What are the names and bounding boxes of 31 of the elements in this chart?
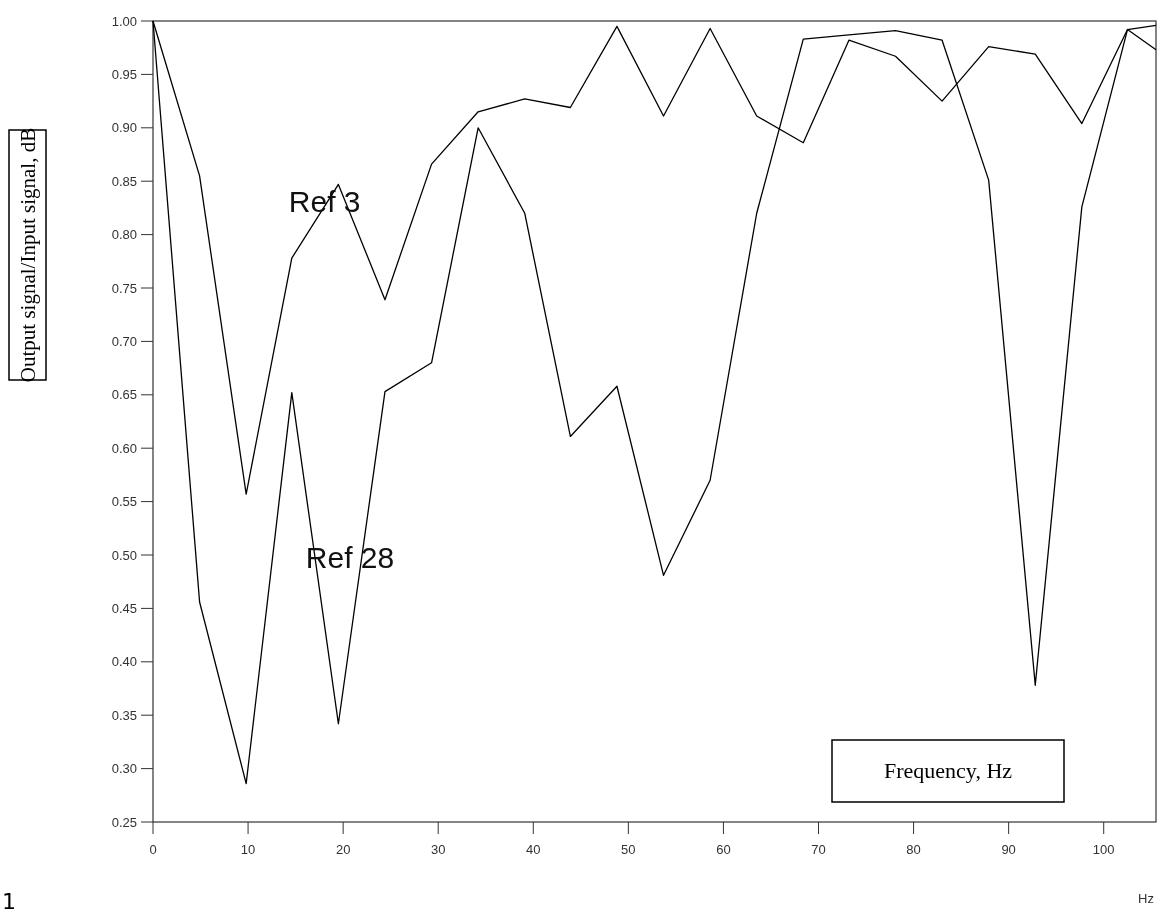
x-axis-title: Frequency, Hz	[883, 758, 1013, 783]
x-tick-label: 80	[906, 842, 921, 857]
x-tick-label: 40	[526, 842, 541, 857]
x-tick-label: 10	[240, 842, 256, 857]
text: Hz	[1138, 891, 1154, 906]
text: 1	[2, 889, 16, 914]
y-tick-label: 0.55	[111, 494, 137, 510]
y-tick-label: 1.00	[111, 13, 137, 29]
y-tick-label: 0.65	[111, 387, 137, 403]
y-tick-label: 0.50	[111, 547, 137, 563]
x-tick-label: 30	[430, 842, 446, 857]
x-tick-label: 60	[716, 842, 731, 857]
y-tick-label: 0.45	[111, 600, 137, 616]
x-tick-label: 0	[149, 842, 157, 857]
y-tick-label: 0.40	[111, 654, 137, 670]
y-tick-label: 0.90	[111, 120, 137, 136]
y-tick-label: 0.85	[111, 173, 137, 189]
x-tick-label: 70	[811, 842, 826, 857]
y-tick-label: 0.95	[111, 66, 137, 82]
y-tick-label: 0.60	[111, 440, 137, 456]
y-tick-label: 0.70	[111, 333, 137, 349]
y-tick-label: 0.80	[111, 227, 137, 243]
y-tick-label: 0.35	[111, 707, 137, 723]
x-tick-label: 90	[1001, 842, 1016, 857]
y-tick-label: 0.25	[111, 814, 137, 830]
x-tick-label: 50	[621, 842, 636, 857]
x-tick-label: 20	[335, 842, 351, 857]
y-tick-label: 0.75	[111, 280, 137, 296]
x-tick-label: 100	[1092, 842, 1115, 857]
y-tick-label: 0.30	[111, 761, 137, 777]
y-axis-title: Output signal/Input signal, dB	[16, 127, 40, 383]
